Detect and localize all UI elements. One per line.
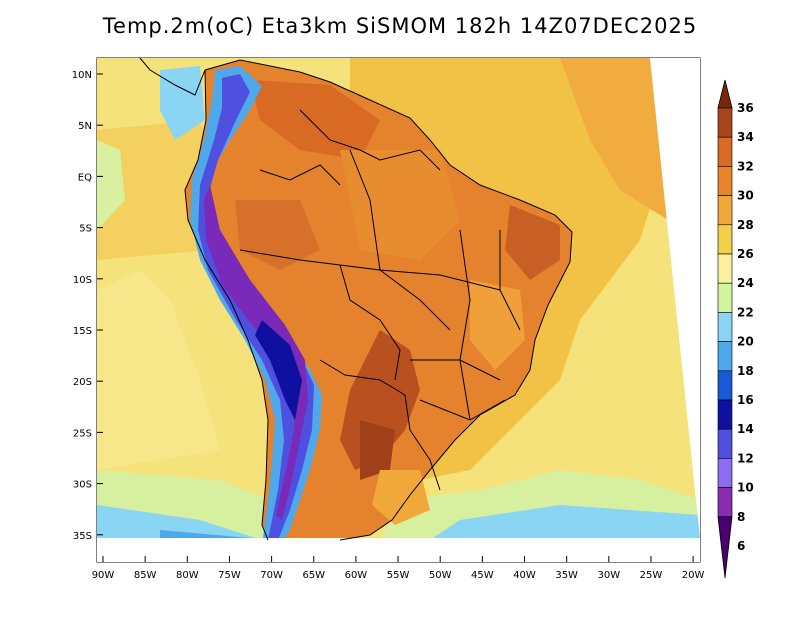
colorbar-segment — [717, 282, 733, 313]
colorbar-segment — [717, 107, 733, 138]
border-brazil-states-5 — [410, 359, 501, 381]
colorbar-label: 6 — [737, 539, 745, 553]
very-hot-patch-paraguay — [360, 420, 395, 480]
colorbar-segment — [717, 312, 733, 342]
colorbar-segment — [717, 253, 733, 284]
colorbar-max-arrow — [717, 79, 733, 109]
cerrado-milder — [470, 280, 525, 370]
longitude-axis: 90W 85W 80W 75W 70W 65W 60W 55W 50W 45W 40W 35W 30W 2… — [92, 556, 705, 581]
pacific-panama-cool — [160, 66, 205, 140]
coastline-central-america — [139, 57, 206, 96]
border-brazil-states-1 — [459, 229, 471, 421]
lat-label: 20S — [73, 377, 92, 388]
map-title: Temp.2m(oC) Eta3km SiSMOM 182h 14Z07DEC2… — [102, 14, 698, 38]
colorbar-segment — [717, 195, 733, 226]
colorbar-label: 34 — [737, 130, 754, 144]
colorbar-segment — [717, 166, 733, 196]
lat-label: 10S — [73, 275, 92, 286]
border-venezuela-brazil — [299, 109, 441, 171]
lon-label: 70W — [260, 570, 283, 581]
lat-label: 35S — [73, 531, 92, 542]
colorbar-label: 8 — [737, 510, 745, 524]
colorbar-label: 36 — [737, 101, 754, 115]
lon-label: 65W — [302, 570, 325, 581]
lat-label: 30S — [73, 480, 92, 491]
lon-label: 90W — [92, 570, 115, 581]
very-warm-atlantic — [560, 58, 668, 220]
pacific-warm — [97, 120, 220, 260]
colorbar-segment — [717, 136, 733, 167]
lat-label: 25S — [73, 428, 92, 439]
border-peru-brazil — [239, 249, 451, 331]
pacific-cool-west — [97, 140, 125, 230]
colorbar-label: 14 — [737, 422, 754, 436]
border-argentina-brazil — [409, 429, 441, 491]
lat-label: 15S — [73, 326, 92, 337]
south-atlantic-cold — [430, 505, 700, 538]
lon-label: 45W — [471, 570, 494, 581]
country-borders — [184, 59, 573, 541]
colorbar-label: 22 — [737, 305, 754, 319]
colorbar-label: 24 — [737, 276, 754, 290]
lon-label: 40W — [513, 570, 536, 581]
colorbar-label: 28 — [737, 218, 754, 232]
colorbar-label: 16 — [737, 393, 754, 407]
lat-label: 5N — [78, 121, 92, 132]
colorbar-label: 26 — [737, 247, 754, 261]
latitude-axis: 10N 5N EQ 5S 10S 15S 20S 25S 30S 35S — [72, 70, 103, 542]
lat-label: EQ — [78, 172, 92, 183]
colorbar-segment — [717, 370, 733, 401]
border-brazil-states-4 — [349, 149, 381, 271]
coastline-pacific — [184, 69, 269, 541]
colorbar-segment — [717, 341, 733, 372]
lat-label: 5S — [79, 224, 92, 235]
hot-patch-northeast — [505, 205, 560, 280]
pacific-mild — [97, 270, 220, 470]
colorbar-min-arrow — [717, 516, 733, 579]
colorbar-segment — [717, 428, 733, 459]
colorbar-segment — [717, 224, 733, 255]
lon-label: 55W — [387, 570, 410, 581]
lon-label: 60W — [345, 570, 368, 581]
border-brazil-states-3 — [379, 269, 501, 291]
lon-label: 85W — [134, 570, 157, 581]
border-colombia-peru — [259, 164, 341, 186]
lon-label: 80W — [176, 570, 199, 581]
lon-label: 35W — [555, 570, 578, 581]
colorbar-label: 30 — [737, 189, 754, 203]
lat-label: 10N — [72, 70, 92, 81]
colorbar-segment — [717, 487, 733, 518]
border-bolivia-brazil — [339, 264, 401, 381]
amazon-warm — [340, 150, 460, 260]
uruguay-milder — [372, 470, 430, 525]
south-pacific-cold — [97, 505, 262, 538]
colorbar-segment — [717, 458, 733, 488]
lon-label: 50W — [429, 570, 452, 581]
lon-label: 75W — [218, 570, 241, 581]
colorbar-label: 12 — [737, 451, 754, 465]
andes-coldest-band — [204, 185, 308, 520]
colorbar-label: 32 — [737, 159, 754, 173]
hot-patch-north — [250, 80, 380, 160]
lon-label: 25W — [640, 570, 663, 581]
colorbar-label: 18 — [737, 364, 754, 378]
temperature-field — [97, 58, 700, 538]
colorbar-label: 20 — [737, 335, 754, 349]
outside-domain-wedge — [650, 58, 700, 538]
coastline-atlantic — [204, 59, 573, 541]
south-pacific-colder — [160, 530, 250, 538]
border-paraguay — [319, 359, 411, 431]
colorbar-label: 10 — [737, 481, 754, 495]
colorbar-segment — [717, 399, 733, 430]
altiplano-very-cold — [255, 320, 302, 420]
border-brazil-states-6 — [419, 399, 506, 421]
colorbar: 6 8 10 12 14 16 18 20 22 24 26 28 30 32 34 36 — [717, 79, 754, 579]
lon-label: 20W — [682, 570, 705, 581]
lon-label: 30W — [597, 570, 620, 581]
